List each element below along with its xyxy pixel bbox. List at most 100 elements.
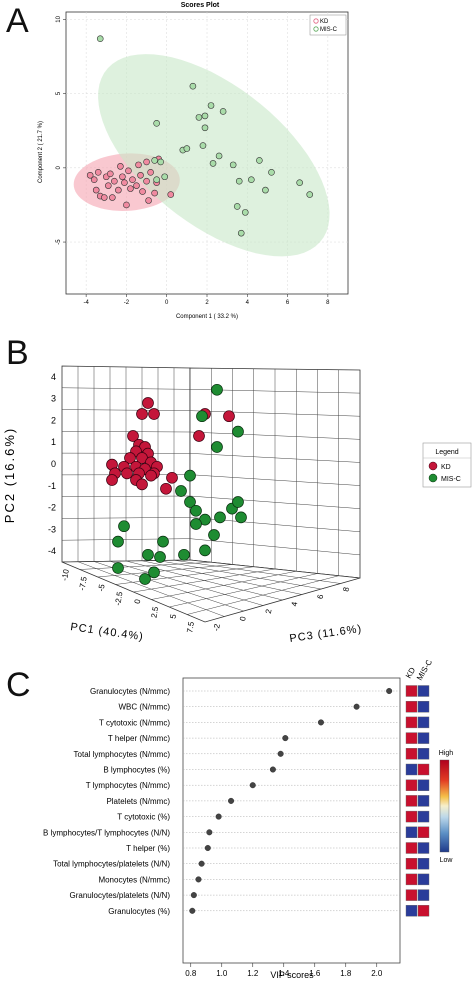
x-tick-label: 6 <box>286 300 290 306</box>
point-misc <box>154 120 160 126</box>
heat-cell-kd <box>406 780 417 791</box>
point-misc <box>233 497 244 508</box>
row-label: Platelets (N/mmc) <box>106 797 170 806</box>
heat-cell-kd <box>406 874 417 885</box>
heatmap-col-misc: MIS-C <box>415 660 434 682</box>
point-misc <box>215 512 226 523</box>
point-kd <box>136 162 142 168</box>
point-kd <box>91 177 97 183</box>
heat-cell-misc <box>418 780 429 791</box>
y-tick-label: 0 <box>56 166 62 170</box>
point-misc <box>191 505 202 516</box>
point-kd <box>117 163 123 169</box>
y-tick-label: 4 <box>51 372 56 382</box>
point-kd <box>167 472 178 483</box>
point-misc <box>236 178 242 184</box>
point-misc <box>256 157 262 163</box>
row-label: T cytotoxic (%) <box>117 813 170 822</box>
vip-point <box>228 798 234 804</box>
point-misc <box>212 442 223 453</box>
x-tick-label: 1.0 <box>216 969 228 978</box>
heat-cell-kd <box>406 733 417 744</box>
point-kd <box>105 183 111 189</box>
heat-cell-kd <box>406 811 417 822</box>
row-label: Total lymphocytes/platelets (N/N) <box>53 860 170 869</box>
point-misc <box>233 426 244 437</box>
heat-cell-kd <box>406 701 417 712</box>
point-misc <box>197 411 208 422</box>
point-misc <box>200 545 211 556</box>
row-label: T helper (%) <box>126 844 170 853</box>
point-misc <box>220 108 226 114</box>
x-tick-label: 0.8 <box>185 969 197 978</box>
point-misc <box>268 169 274 175</box>
point-misc <box>202 125 208 131</box>
point-kd <box>149 409 160 420</box>
legend: Legend KD MIS-C <box>423 443 471 487</box>
point-kd <box>161 483 172 494</box>
heat-cell-kd <box>406 843 417 854</box>
z-tick-label: 0 <box>238 615 248 621</box>
point-kd <box>95 169 101 175</box>
point-misc <box>196 114 202 120</box>
heat-cell-misc <box>418 717 429 728</box>
row-label: Total lymphocytes (N/mmc) <box>74 750 171 759</box>
point-kd <box>137 479 148 490</box>
colorbar-high-label: High <box>439 750 454 757</box>
point-misc <box>242 209 248 215</box>
point-kd <box>111 178 117 184</box>
point-kd <box>93 187 99 193</box>
heat-cell-misc <box>418 764 429 775</box>
point-misc <box>208 103 214 109</box>
legend-label-kd: KD <box>441 464 451 471</box>
panel-c: C Granulocytes (N/mmc)WBC (N/mmc)T cytot… <box>0 660 474 981</box>
y-tick-label: 1 <box>51 437 56 447</box>
point-misc <box>162 174 168 180</box>
x-tick-label: 1.8 <box>340 969 352 978</box>
vip-point <box>354 704 360 710</box>
point-kd <box>121 180 127 186</box>
point-misc <box>179 549 190 560</box>
y-tick-label: -5 <box>56 239 62 245</box>
y-axis-label: Component 2 ( 21.7 %) <box>38 121 44 183</box>
y-tick-label: -4 <box>48 546 56 556</box>
heat-cell-misc <box>418 811 429 822</box>
legend-marker-kd <box>429 462 437 470</box>
x-tick-label: 2.5 <box>149 605 160 618</box>
row-label: Granulocytes (N/mmc) <box>90 687 170 696</box>
point-kd <box>140 189 146 195</box>
x-tick-label: -2 <box>124 300 130 306</box>
vip-point <box>318 720 324 726</box>
point-misc <box>216 153 222 159</box>
heat-cell-kd <box>406 686 417 697</box>
colorbar-low-label: Low <box>440 857 454 864</box>
z-tick-label: 2 <box>264 608 274 614</box>
y-axis-label: PC2 (16.6%) <box>2 427 17 523</box>
point-misc <box>297 180 303 186</box>
x-tick-label: 1.2 <box>247 969 259 978</box>
legend-label-misc: MIS-C <box>320 27 338 33</box>
vip-point <box>216 814 222 820</box>
z-tick-label: 4 <box>290 601 300 607</box>
row-label: Granulocytes/platelets (N/N) <box>70 891 171 900</box>
x-tick-label: 0 <box>165 300 169 306</box>
point-kd <box>144 178 150 184</box>
vip-point <box>196 877 202 883</box>
x-tick-label: -5 <box>97 583 107 592</box>
point-kd <box>146 197 152 203</box>
point-misc <box>185 470 196 481</box>
point-misc <box>154 177 160 183</box>
point-misc <box>238 230 244 236</box>
heat-cell-misc <box>418 795 429 806</box>
point-misc <box>307 192 313 198</box>
y-tick-label: 5 <box>56 91 62 95</box>
z-tick-label: -2 <box>212 623 222 632</box>
point-misc <box>262 187 268 193</box>
point-misc <box>190 83 196 89</box>
x-tick-label: 2 <box>205 300 209 306</box>
